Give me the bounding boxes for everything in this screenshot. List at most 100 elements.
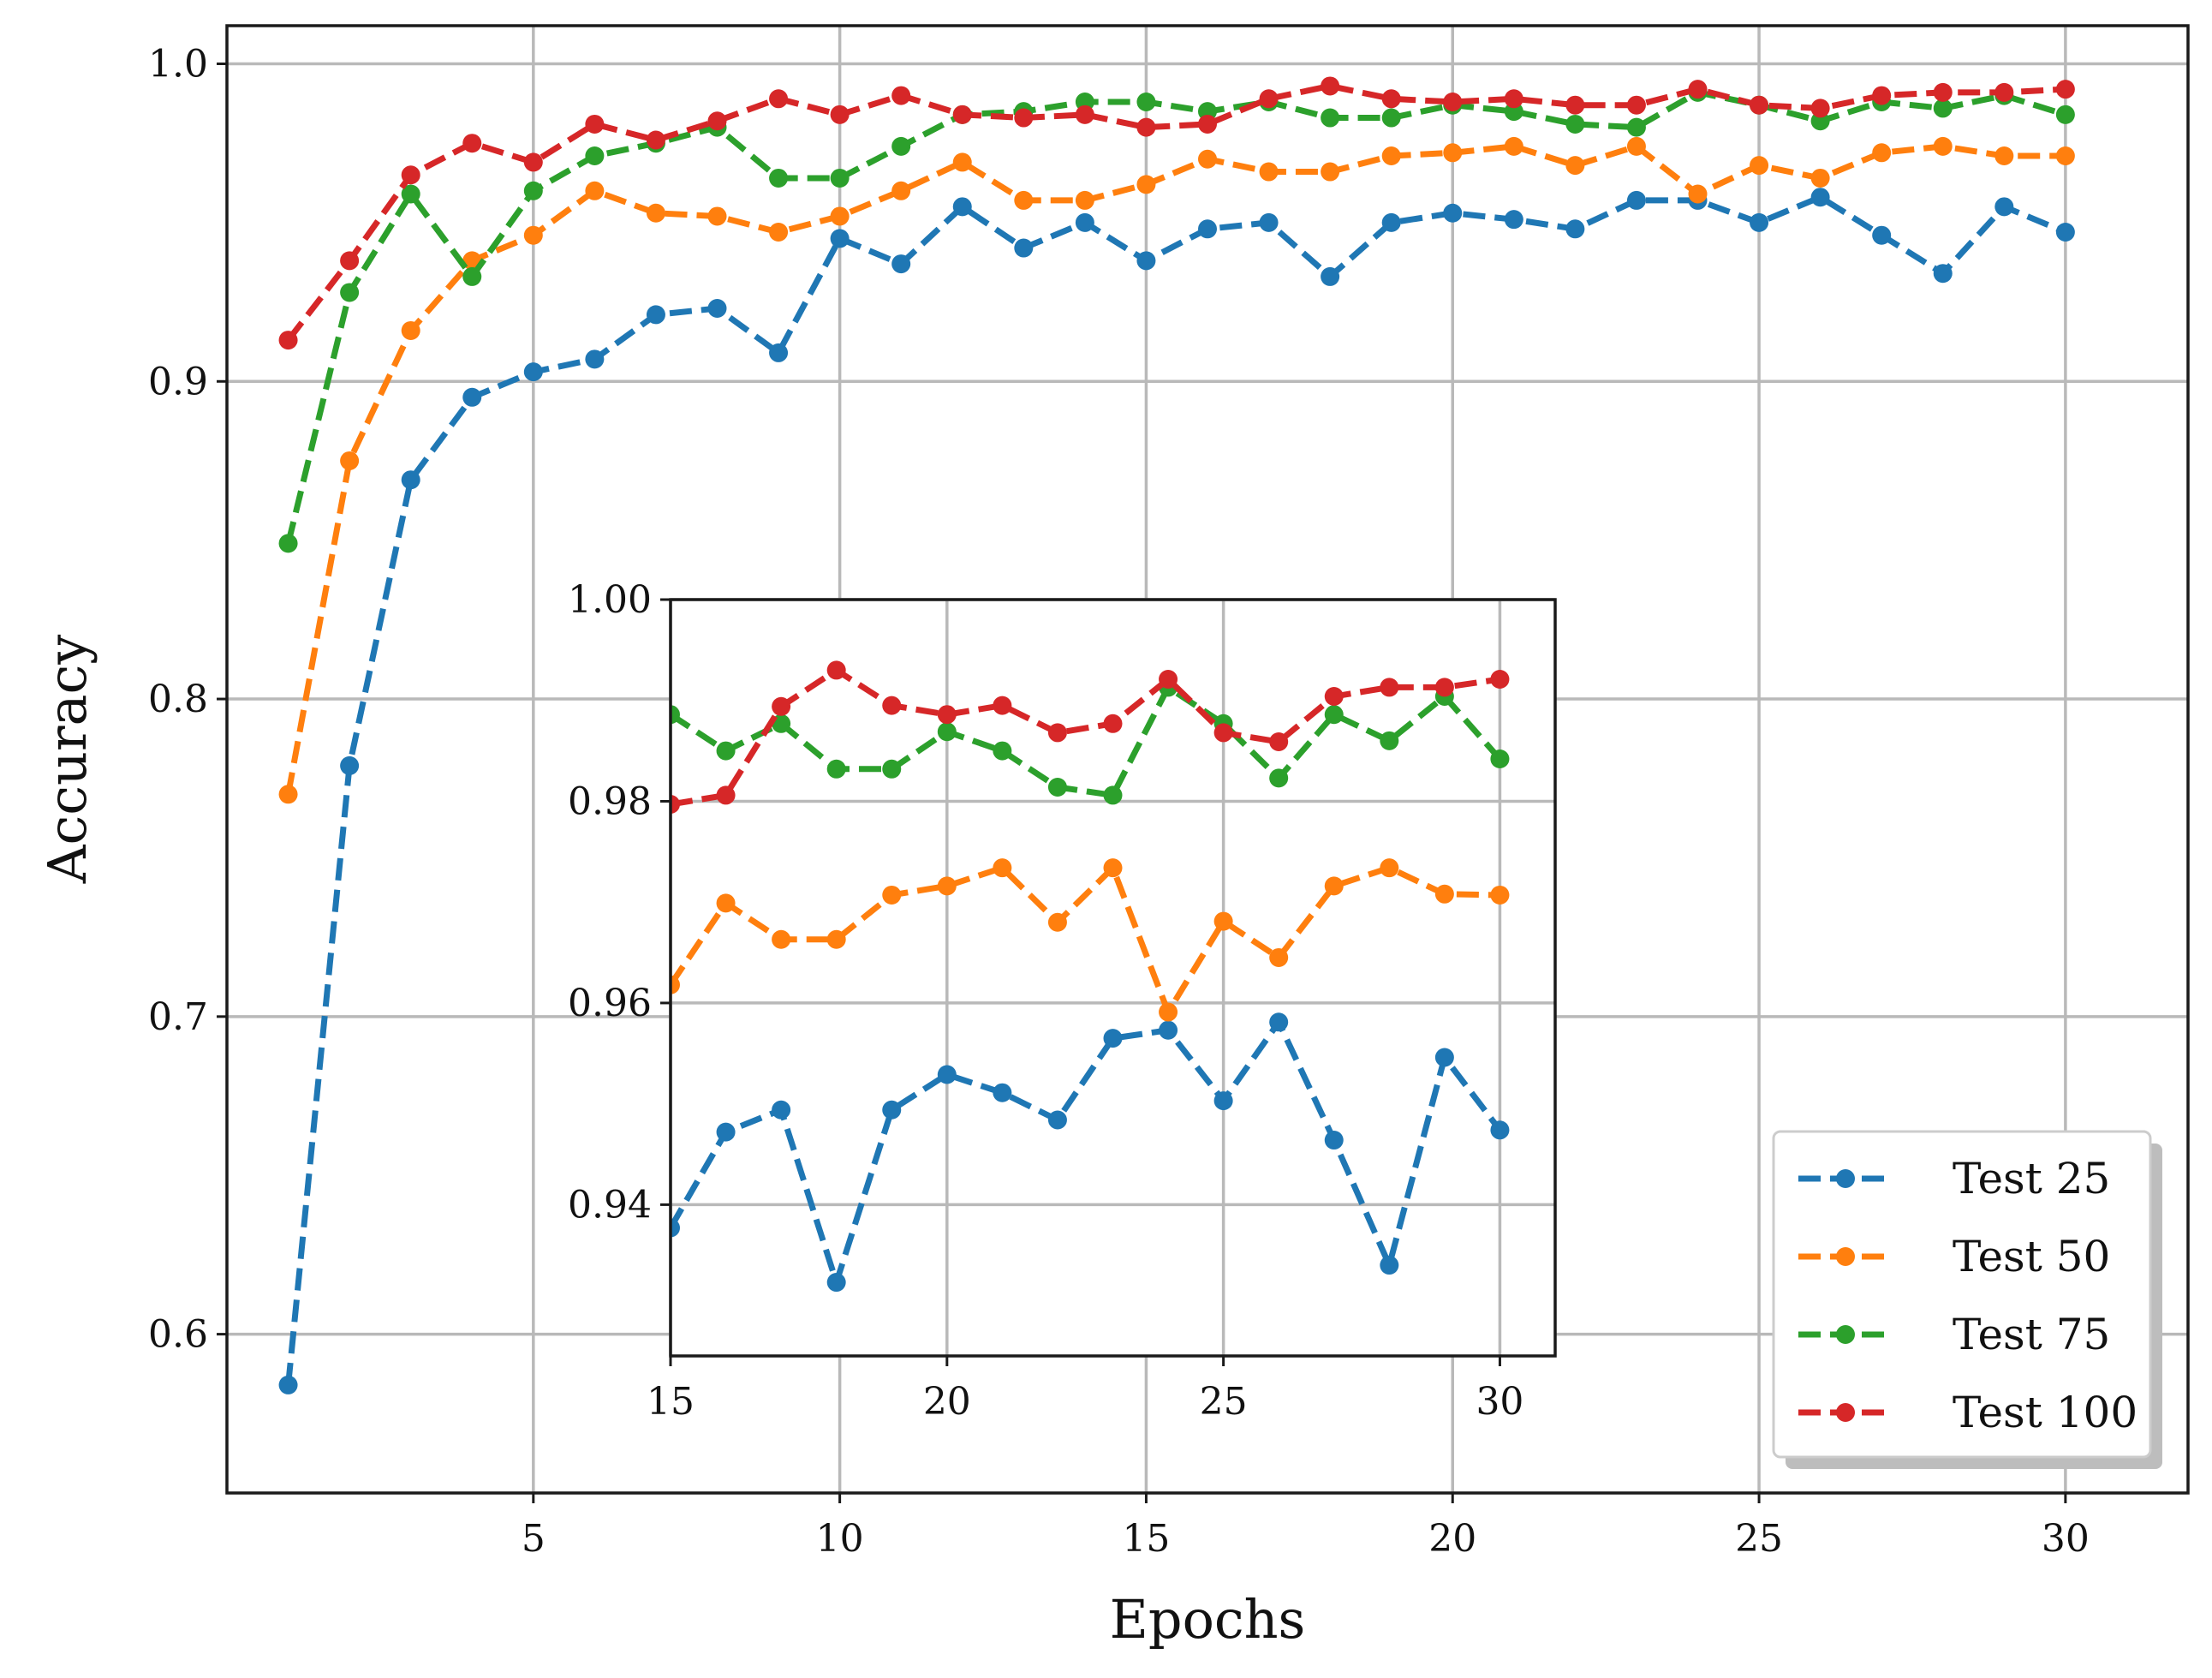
main-point-test-100 — [1014, 108, 1034, 128]
main-point-test-25 — [1321, 266, 1340, 286]
main-y-tick-label: 0.9 — [148, 360, 208, 403]
inset-plot-frame — [669, 598, 1557, 1358]
inset-point-test-50 — [826, 929, 846, 949]
inset-point-test-75 — [1269, 768, 1289, 788]
main-point-test-50 — [340, 451, 360, 470]
main-point-test-75 — [1136, 92, 1156, 111]
main-point-test-50 — [1504, 136, 1523, 156]
legend-label-test-75: Test 75 — [1953, 1310, 2110, 1359]
main-line-test-25 — [285, 194, 2067, 1386]
inset-point-test-25 — [1324, 1131, 1344, 1150]
inset-point-test-50 — [993, 858, 1012, 878]
legend-marker-test-50 — [1836, 1247, 1855, 1266]
main-point-test-100 — [1688, 80, 1708, 99]
main-point-test-50 — [1626, 136, 1646, 156]
inset-point-test-100 — [993, 696, 1012, 715]
inset-point-test-75 — [1103, 785, 1123, 805]
inset-point-test-25 — [671, 1218, 680, 1238]
inset-point-test-100 — [1490, 670, 1510, 690]
inset-point-test-50 — [1434, 884, 1454, 904]
main-point-test-100 — [2055, 80, 2075, 99]
legend-marker-test-75 — [1836, 1325, 1855, 1344]
main-point-test-75 — [2055, 105, 2075, 124]
main-point-test-100 — [1198, 114, 1217, 134]
main-point-test-25 — [278, 1375, 298, 1394]
inset-point-test-75 — [1380, 731, 1399, 750]
inset-point-test-100 — [1324, 687, 1344, 707]
main-point-test-100 — [646, 130, 665, 150]
inset-point-test-75 — [1490, 749, 1510, 769]
main-point-test-25 — [1136, 251, 1156, 271]
inset-point-test-25 — [1103, 1029, 1123, 1048]
main-point-test-50 — [1688, 184, 1708, 204]
inset-ticks: 15 20 25 30 0.94 0.96 0.98 1.00 — [568, 578, 1523, 1424]
main-point-test-75 — [340, 283, 360, 302]
main-plot-frame — [225, 24, 2190, 1495]
main-point-test-75 — [462, 266, 482, 286]
main-point-test-50 — [1565, 156, 1585, 176]
inset-point-test-100 — [882, 696, 902, 715]
main-point-test-25 — [769, 343, 789, 362]
main-point-test-50 — [1321, 162, 1340, 182]
inset-point-test-25 — [1047, 1110, 1067, 1130]
main-point-test-100 — [1810, 99, 1830, 118]
main-point-test-25 — [1750, 212, 1769, 232]
main-point-test-75 — [1321, 108, 1340, 128]
main-point-test-25 — [1565, 219, 1585, 239]
main-point-test-25 — [1626, 190, 1646, 210]
inset-x-tick-label: 20 — [923, 1380, 971, 1424]
inset-y-tick-label: 0.94 — [568, 1183, 652, 1227]
main-point-test-25 — [952, 197, 972, 217]
x-axis-label: Epochs — [1110, 1588, 1306, 1651]
main-point-test-50 — [1259, 162, 1279, 182]
inset-point-test-25 — [1213, 1091, 1233, 1111]
legend: Test 25 Test 50 Test 75 Test 100 — [1772, 1130, 2162, 1469]
y-axis-label: Accuracy — [36, 635, 98, 885]
inset-point-test-50 — [1380, 858, 1399, 878]
main-point-test-25 — [462, 387, 482, 407]
main-point-test-100 — [769, 89, 789, 109]
inset-point-test-75 — [882, 759, 902, 779]
inset-point-test-75 — [937, 722, 957, 742]
inset-point-test-25 — [1380, 1256, 1399, 1275]
main-x-tick-label: 5 — [522, 1517, 546, 1561]
main-point-test-75 — [830, 168, 850, 188]
main-y-tick-label: 1.0 — [148, 42, 208, 86]
inset-point-test-100 — [1047, 723, 1067, 743]
inset-point-test-25 — [1434, 1048, 1454, 1067]
inset-point-test-50 — [1047, 912, 1067, 932]
inset-point-test-25 — [882, 1100, 902, 1120]
main-point-test-50 — [523, 225, 543, 245]
main-point-test-100 — [1075, 105, 1094, 124]
inset-point-test-50 — [1159, 1002, 1178, 1022]
main-line-test-100 — [285, 82, 2066, 343]
legend-items: Test 25 Test 50 Test 75 Test 100 — [1798, 1154, 2137, 1437]
main-point-test-25 — [1259, 212, 1279, 232]
legend-label-test-25: Test 25 — [1953, 1154, 2110, 1203]
main-point-test-50 — [2055, 146, 2075, 166]
main-y-tick-label: 0.8 — [148, 678, 208, 721]
legend-box — [1772, 1130, 2152, 1459]
main-point-test-100 — [278, 331, 298, 350]
inset-line-test-25 — [671, 1018, 1503, 1286]
main-point-test-100 — [523, 152, 543, 172]
inset-series-test-50 — [671, 858, 1510, 1022]
main-point-test-100 — [401, 165, 420, 185]
main-point-test-75 — [1565, 114, 1585, 134]
main-point-test-75 — [769, 168, 789, 188]
main-point-test-75 — [523, 181, 543, 200]
main-x-tick-label: 15 — [1122, 1517, 1170, 1561]
inset-line-test-50 — [671, 864, 1500, 1016]
inset-point-test-100 — [937, 705, 957, 725]
main-point-test-100 — [1259, 89, 1279, 109]
main-point-test-50 — [1198, 149, 1217, 169]
main-x-tick-label: 25 — [1735, 1517, 1783, 1561]
inset-point-test-50 — [1103, 858, 1123, 878]
inset-point-test-25 — [937, 1065, 957, 1084]
main-point-test-50 — [1075, 190, 1094, 210]
main-point-test-25 — [891, 254, 911, 274]
inset-point-test-75 — [1324, 705, 1344, 725]
inset-point-test-25 — [1490, 1120, 1510, 1140]
main-point-test-75 — [401, 184, 420, 204]
